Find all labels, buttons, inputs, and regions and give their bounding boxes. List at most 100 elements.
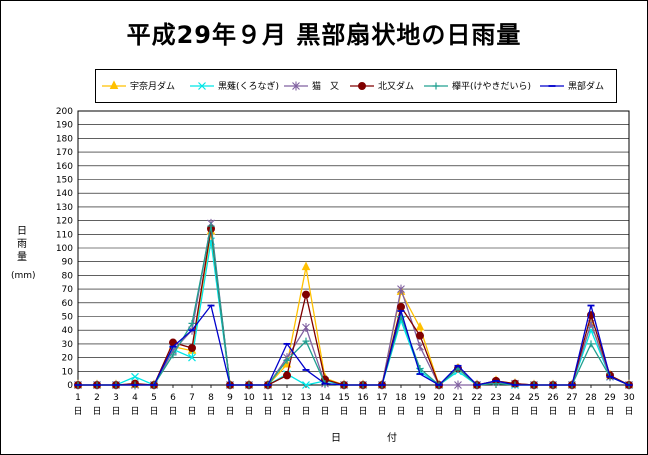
series-2 [74,218,633,390]
x-tick-label: 4 [132,393,138,403]
y-axis-label: 日 雨 量 (mm) [11,225,36,283]
legend-label: 黒薙(くろなぎ) [218,82,280,92]
data-point [207,222,215,230]
x-tick-label: 21 [452,393,463,403]
x-tick-suffix: 日 [282,406,291,417]
x-tick-label: 15 [338,393,349,403]
y-tick-label: 120 [56,217,73,227]
x-tick-label: 17 [376,393,387,403]
series-line [78,241,630,386]
x-tick-label: 3 [113,393,119,403]
x-axis-label: 日 付 [331,433,415,444]
x-tick-suffix: 日 [244,406,253,417]
y-axis-label-char: 日 [17,226,27,237]
x-tick-suffix: 日 [624,406,633,417]
y-tick-label: 110 [56,230,73,240]
series-5 [74,304,633,386]
data-point [416,331,424,340]
x-tick-label: 30 [623,393,635,403]
x-tick-label: 9 [227,393,233,403]
legend: 宇奈月ダム 黒薙(くろなぎ) 猫 又 北又ダム 欅平(けやきだいら) 黒部ダム [95,69,617,103]
series-1 [74,237,633,389]
y-tick-label: 30 [62,340,74,350]
legend-marker-icon [284,81,308,91]
y-tick-label: 200 [56,107,73,117]
x-tick-label: 13 [300,393,311,403]
data-point [188,344,196,353]
x-tick-label: 11 [262,393,273,403]
x-tick-suffix: 日 [301,406,310,417]
x-tick-label: 25 [528,393,539,403]
y-tick-label: 180 [56,134,73,144]
legend-label: 猫 又 [312,82,340,92]
y-tick-label: 60 [62,299,74,309]
x-tick-suffix: 日 [358,406,367,417]
x-tick-suffix: 日 [73,406,82,417]
y-tick-label: 50 [62,313,74,323]
y-tick-label: 90 [62,258,74,268]
x-tick-suffix: 日 [92,406,101,417]
legend-marker-icon [102,80,126,89]
y-tick-label: 80 [62,271,74,281]
data-point [283,356,291,364]
x-tick-label: 14 [319,393,331,403]
y-tick-label: 20 [62,354,74,364]
data-point [397,284,405,294]
x-tick-label: 26 [547,393,559,403]
data-point [416,365,424,373]
y-tick-label: 160 [56,162,73,172]
y-tick-label: 40 [62,326,74,336]
y-tick-label: 150 [56,176,73,186]
x-tick-label: 28 [585,393,597,403]
legend-marker-icon [350,82,374,90]
legend-label: 宇奈月ダム [130,82,176,92]
legend-marker-icon [190,82,214,90]
x-tick-label: 18 [395,393,407,403]
x-tick-suffix: 日 [377,406,386,417]
x-tick-label: 2 [94,393,100,403]
legend-marker [432,82,440,90]
x-tick-suffix: 日 [225,406,234,417]
y-tick-label: 10 [62,367,74,377]
x-tick-suffix: 日 [415,406,424,417]
legend-label: 欅平(けやきだいら) [452,82,532,92]
legend-label: 北又ダム [378,82,415,92]
x-tick-label: 10 [243,393,255,403]
x-tick-label: 7 [189,393,195,403]
legend-marker-icon [424,82,448,90]
x-tick-suffix: 日 [130,406,139,417]
x-tick-suffix: 日 [168,406,177,417]
series-line [78,223,630,386]
x-tick-suffix: 日 [586,406,595,417]
data-point [397,313,405,320]
x-tick-suffix: 日 [339,406,348,417]
x-tick-label: 16 [357,393,369,403]
y-axis-label-char: 雨 [17,239,27,250]
x-tick-suffix: 日 [472,406,481,417]
x-tick-label: 5 [151,393,157,403]
legend-label: 黒部ダム [568,82,605,92]
x-tick-label: 23 [490,393,501,403]
y-tick-label: 170 [56,148,73,158]
data-point [131,372,139,381]
x-tick-suffix: 日 [111,406,120,417]
data-point [302,290,310,299]
x-tick-label: 8 [208,393,214,403]
x-tick-label: 20 [433,393,445,403]
x-tick-label: 6 [170,393,176,403]
data-point [415,321,425,331]
y-tick-label: 70 [62,285,74,295]
series-line [78,225,630,386]
series-4 [74,222,633,389]
x-tick-suffix: 日 [396,406,405,417]
series-3 [74,224,633,389]
x-tick-suffix: 日 [434,406,443,417]
data-point [188,319,196,327]
y-tick-label: 190 [56,121,73,131]
x-tick-suffix: 日 [149,406,158,417]
x-tick-suffix: 日 [320,406,329,417]
x-tick-label: 24 [509,393,521,403]
data-point [302,381,310,389]
series-line [78,228,630,387]
chart-title: 平成29年９月 黒部扇状地の日雨量 [126,21,522,49]
